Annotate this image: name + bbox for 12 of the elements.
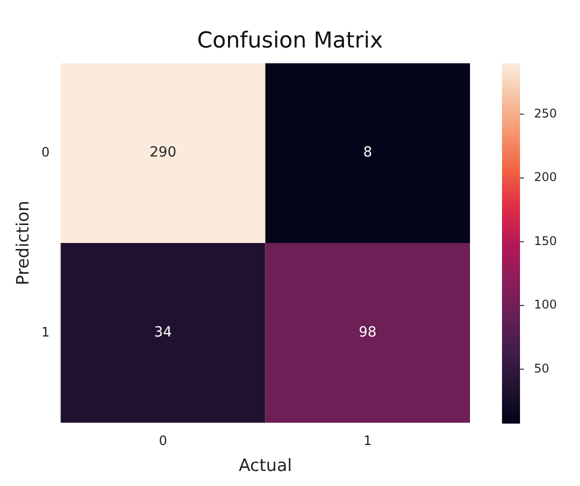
color-bar-label: 250 [534,106,557,120]
color-bar-label: 50 [534,361,550,376]
x-axis-title: Actual [238,456,292,476]
data-label: 8 [363,144,372,161]
data-label: 98 [358,324,377,341]
color-bar-label: 100 [534,298,557,312]
y-axis-title: Prediction [14,200,34,286]
color-bar-label: 200 [534,170,557,184]
data-label: 290 [150,144,176,161]
data-label: 34 [154,324,172,341]
color-bar-label: 150 [534,234,557,248]
chart-title: Confusion Matrix [197,28,383,54]
